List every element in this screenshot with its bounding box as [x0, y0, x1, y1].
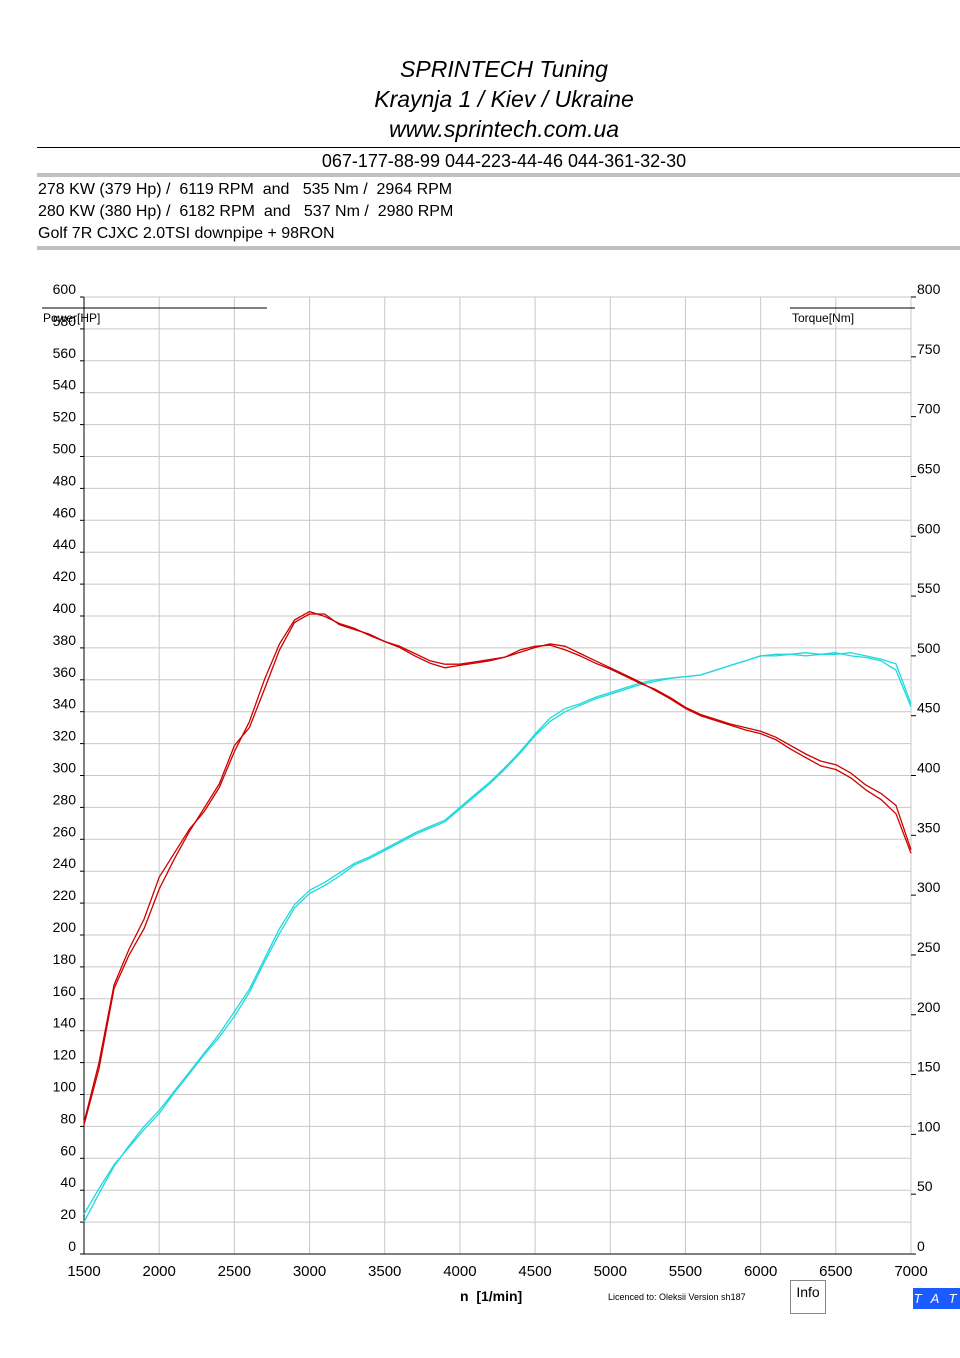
y-left-tick-label: 120	[53, 1047, 77, 1063]
info-button[interactable]: Info	[790, 1280, 826, 1314]
y-left-tick-label: 380	[53, 632, 77, 648]
y-left-tick-label: 420	[53, 568, 77, 584]
y-right-tick-label: 600	[917, 520, 941, 536]
licence-text: Licenced to: Oleksii Version sh187	[608, 1292, 746, 1302]
y-left-tick-label: 100	[53, 1079, 77, 1095]
x-tick-label: 1500	[67, 1263, 100, 1280]
y-left-tick-label: 160	[53, 983, 77, 999]
shop-name: SPRINTECH Tuning	[400, 56, 608, 82]
x-tick-label: 7000	[894, 1263, 927, 1280]
x-tick-label: 3000	[293, 1263, 326, 1280]
y-right-tick-label: 0	[917, 1238, 925, 1254]
y-left-tick-label: 440	[53, 536, 77, 552]
y-right-tick-label: 300	[917, 879, 941, 895]
y-left-tick-label: 200	[53, 919, 77, 935]
y-left-tick-label: 500	[53, 441, 77, 457]
header-rule-top	[37, 147, 960, 148]
x-tick-label: 5000	[594, 1263, 627, 1280]
y-left-tick-label: 560	[53, 345, 77, 361]
summary-car: Golf 7R CJXC 2.0TSI downpipe + 98RON	[38, 225, 335, 242]
y-left-tick-label: 60	[60, 1142, 76, 1158]
tat-badge: T A T	[913, 1288, 960, 1309]
x-tick-label: 6500	[819, 1263, 852, 1280]
shop-phones: 067-177-88-99 044-223-44-46 044-361-32-3…	[321, 151, 687, 171]
y-left-tick-label: 580	[53, 313, 77, 329]
y-left-tick-label: 40	[60, 1174, 76, 1190]
y-left-tick-label: 20	[60, 1206, 76, 1222]
y-left-tick-label: 340	[53, 696, 77, 712]
y-left-tick-label: 480	[53, 472, 77, 488]
x-tick-label: 3500	[368, 1263, 401, 1280]
y-left-tick-label: 360	[53, 664, 77, 680]
power-curve-2	[83, 652, 912, 1215]
y-left-tick-label: 320	[53, 728, 77, 744]
y-right-tick-label: 800	[917, 281, 941, 297]
y-right-tick-label: 450	[917, 700, 941, 716]
chart-curves	[83, 610, 912, 1223]
y-right-tick-label: 650	[917, 460, 941, 476]
x-tick-label: 4500	[518, 1263, 551, 1280]
chart-ticks: 1500 2000 2500 3000 3500 4000 4500 5000 5500 6000…	[53, 281, 941, 1280]
y-right-tick-label: 750	[917, 341, 941, 357]
x-tick-label: 6000	[744, 1263, 777, 1280]
y-left-tick-label: 300	[53, 760, 77, 776]
y-left-tick-label: 240	[53, 855, 77, 871]
y-left-tick-label: 280	[53, 791, 77, 807]
y-right-tick-label: 500	[917, 640, 941, 656]
y-left-tick-label: 260	[53, 823, 77, 839]
y-right-tick-label: 50	[917, 1178, 933, 1194]
y-left-tick-label: 540	[53, 377, 77, 393]
y-left-tick-label: 220	[53, 887, 77, 903]
x-tick-label: 5500	[669, 1263, 702, 1280]
y-right-tick-label: 700	[917, 401, 941, 417]
y-left-tick-label: 0	[68, 1238, 76, 1254]
x-axis-label: n [1/min]	[460, 1288, 522, 1304]
y-right-tick-label: 400	[917, 760, 941, 776]
y-right-tick-label: 250	[917, 939, 941, 955]
y-left-tick-label: 140	[53, 1015, 77, 1031]
shop-website: www.sprintech.com.ua	[388, 116, 620, 142]
summary-run2: 280 KW (380 Hp) / 6182 RPM and 537 Nm / …	[38, 203, 454, 220]
y-right-tick-label: 550	[917, 580, 941, 596]
header-rule-bottom	[37, 173, 960, 177]
y-left-tick-label: 80	[60, 1110, 76, 1126]
y-left-tick-label: 600	[53, 281, 77, 297]
y-left-tick-label: 460	[53, 504, 77, 520]
power-axis-label: Power[HP]	[43, 311, 100, 325]
y-left-tick-label: 180	[53, 951, 77, 967]
torque-curve-1	[83, 610, 912, 1123]
y-right-tick-label: 150	[917, 1059, 941, 1075]
x-tick-label: 4000	[443, 1263, 476, 1280]
shop-address: Kraynja 1 / Kiev / Ukraine	[374, 86, 634, 112]
y-right-tick-label: 200	[917, 999, 941, 1015]
summary-rule	[37, 246, 960, 250]
summary-run1: 278 KW (379 Hp) / 6119 RPM and 535 Nm / …	[38, 181, 453, 198]
power-curve-1	[83, 652, 912, 1223]
x-tick-label: 2500	[218, 1263, 251, 1280]
y-right-tick-label: 100	[917, 1118, 941, 1134]
torque-axis-label: Torque[Nm]	[792, 311, 854, 325]
torque-curve-2	[83, 613, 912, 1125]
y-right-tick-label: 350	[917, 819, 941, 835]
y-left-tick-label: 400	[53, 600, 77, 616]
y-left-tick-label: 520	[53, 409, 77, 425]
x-tick-label: 2000	[142, 1263, 175, 1280]
